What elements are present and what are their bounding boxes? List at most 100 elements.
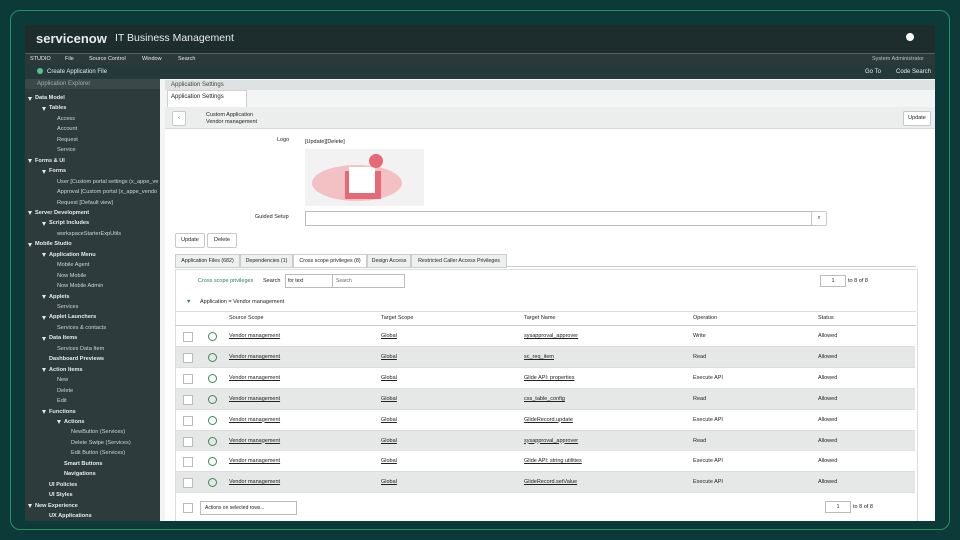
related-tab[interactable]: Dependencies (1) xyxy=(240,254,293,268)
table-row[interactable] xyxy=(176,430,915,452)
code-search[interactable]: Code Search xyxy=(896,68,932,75)
menu-item[interactable]: Source Control xyxy=(89,56,126,62)
tree-item[interactable]: Services & contacts xyxy=(57,324,107,331)
tree-arrow[interactable] xyxy=(42,336,46,341)
tree-arrow[interactable] xyxy=(28,159,32,164)
help-icon[interactable] xyxy=(906,33,914,41)
tree-item[interactable]: Service xyxy=(57,147,76,154)
row-checkbox[interactable] xyxy=(183,352,193,363)
info-icon[interactable] xyxy=(208,352,217,362)
tree-item[interactable]: UX Applications xyxy=(49,513,92,519)
cell[interactable]: Glide API: properties xyxy=(524,374,575,381)
tree-item[interactable]: Services Data Item xyxy=(57,345,105,352)
cell[interactable]: Vendor management xyxy=(229,353,281,360)
row-checkbox[interactable] xyxy=(183,394,193,405)
column-label[interactable]: Operation xyxy=(693,315,718,321)
tree-item[interactable]: Functions xyxy=(49,408,76,415)
tree-item[interactable]: Now Mobile xyxy=(57,272,87,279)
tree-item[interactable]: New Experience xyxy=(35,502,78,509)
row-checkbox[interactable] xyxy=(183,373,193,384)
tree-item[interactable]: Services xyxy=(57,304,79,310)
table-row[interactable] xyxy=(176,326,915,347)
tree-arrow[interactable] xyxy=(28,504,32,509)
tree-arrow[interactable] xyxy=(42,368,46,373)
cell[interactable]: Global xyxy=(381,437,397,444)
tree-item[interactable]: Data Model xyxy=(35,95,65,101)
tree-item[interactable]: Approval [Custom portal (x_appe_vendo xyxy=(57,189,158,196)
tree-item[interactable]: Data Items xyxy=(49,335,78,342)
tree-item[interactable]: Script Includes xyxy=(49,220,90,227)
tree-item[interactable]: Application Menu xyxy=(49,251,96,258)
tree-item[interactable]: Mobile Agent xyxy=(57,262,90,269)
guided-input[interactable] xyxy=(305,211,813,226)
cell[interactable]: Global xyxy=(381,416,397,423)
form-button[interactable]: Delete xyxy=(207,233,237,248)
column-label[interactable]: Target Scope xyxy=(381,315,414,321)
cell[interactable]: GlideRecord.setValue xyxy=(524,479,578,486)
info-icon[interactable] xyxy=(208,373,217,383)
tree-item[interactable]: Access xyxy=(57,115,76,122)
related-tab[interactable]: Restricted Caller Access Privileges xyxy=(411,254,507,268)
related-tab[interactable]: Application Files (682) xyxy=(175,254,240,268)
tree-item[interactable]: NewButton (Services) xyxy=(71,429,126,436)
cell[interactable]: Vendor management xyxy=(229,374,281,381)
table-row[interactable] xyxy=(176,472,915,494)
search-input[interactable]: Search xyxy=(332,274,405,288)
actions-select[interactable]: Actions on selected rows... xyxy=(200,501,297,515)
tree-arrow[interactable] xyxy=(42,169,46,174)
cell[interactable]: Global xyxy=(381,395,397,402)
update-button[interactable]: Update xyxy=(903,111,931,126)
table-row[interactable] xyxy=(176,346,915,368)
row-checkbox[interactable] xyxy=(183,478,193,489)
search-field[interactable]: for text xyxy=(285,274,333,288)
tree-item[interactable]: New xyxy=(57,377,69,384)
tree-item[interactable]: Applet Launchers xyxy=(49,314,97,321)
column-label[interactable]: Target Name xyxy=(524,315,556,321)
tree-arrow[interactable] xyxy=(28,96,32,101)
back-button[interactable]: ‹ xyxy=(172,111,186,126)
tree-item[interactable]: User [Custom portal settings (x_appe_ve xyxy=(57,178,159,185)
logo-links[interactable]: [Update][Delete] xyxy=(305,139,345,145)
tree-arrow[interactable] xyxy=(42,253,46,258)
cell[interactable]: Global xyxy=(381,458,397,465)
tree-arrow[interactable] xyxy=(42,295,46,300)
info-icon[interactable] xyxy=(208,415,217,425)
cell[interactable]: Vendor management xyxy=(229,416,281,423)
table-row[interactable] xyxy=(176,367,915,389)
row-checkbox[interactable] xyxy=(183,436,193,447)
info-icon[interactable] xyxy=(208,436,217,446)
cell[interactable]: Vendor management xyxy=(229,437,281,444)
menu-item[interactable]: STUDIO xyxy=(30,56,51,62)
tree-item[interactable]: Request [Default view] xyxy=(57,199,113,206)
tree-arrow[interactable] xyxy=(28,242,32,247)
go-to[interactable]: Go To xyxy=(865,68,881,75)
info-icon[interactable] xyxy=(208,394,217,404)
cell[interactable]: sc_req_item xyxy=(524,353,554,360)
tree-item[interactable]: Forms & UI xyxy=(35,157,65,164)
tree-item[interactable]: Smart Buttons xyxy=(64,460,103,467)
tree-item[interactable]: Tables xyxy=(49,105,67,112)
list-title[interactable]: Cross scope privileges xyxy=(198,278,254,284)
cell[interactable]: sysapproval_approver xyxy=(524,333,579,339)
tree-item[interactable]: Edit Button (Services) xyxy=(71,450,126,457)
row-checkbox[interactable] xyxy=(183,332,193,342)
tree-item[interactable]: Actions xyxy=(64,418,85,425)
menu-item[interactable]: File xyxy=(65,56,74,62)
tree-arrow[interactable] xyxy=(42,221,46,226)
form-button[interactable]: Update xyxy=(175,233,205,248)
cell[interactable]: sysapproval_approver xyxy=(524,437,579,444)
page-input[interactable]: 1 xyxy=(820,275,846,287)
tree-item[interactable]: Server Development xyxy=(35,209,90,216)
info-icon[interactable] xyxy=(208,478,217,488)
column-label[interactable]: Status xyxy=(818,315,834,321)
select-all[interactable] xyxy=(183,503,193,513)
tree-item[interactable]: Account xyxy=(57,126,78,133)
tree-arrow[interactable] xyxy=(42,410,46,414)
cell[interactable]: Global xyxy=(381,353,397,360)
tree-arrow[interactable] xyxy=(57,420,61,425)
cell[interactable]: Glide API: string utilities xyxy=(524,458,582,465)
cell[interactable]: cxs_table_config xyxy=(524,395,565,402)
tree-item[interactable]: Request xyxy=(57,136,78,143)
row-checkbox[interactable] xyxy=(183,415,193,426)
tab-title[interactable]: Application Settings xyxy=(171,94,224,100)
